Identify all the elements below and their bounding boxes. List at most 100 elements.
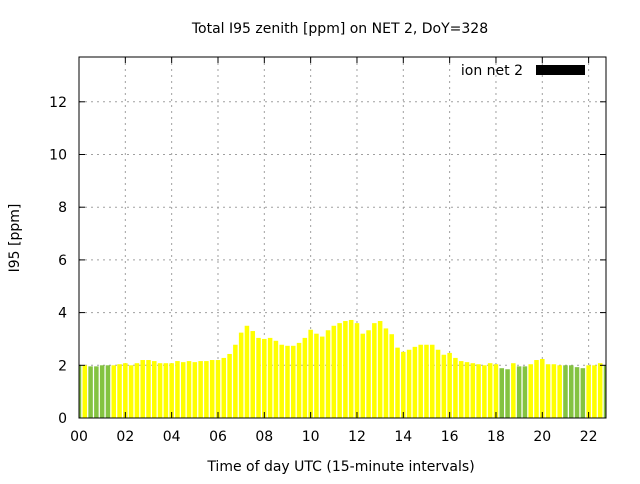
bar xyxy=(464,362,470,418)
bar xyxy=(511,363,516,418)
bar xyxy=(597,363,603,418)
bar xyxy=(505,369,510,418)
x-tick-label: 08 xyxy=(255,429,273,445)
y-tick-label: 8 xyxy=(58,200,67,216)
bar xyxy=(146,360,151,418)
bar xyxy=(233,344,238,418)
legend-label: ion net 2 xyxy=(461,63,523,79)
x-tick-label: 02 xyxy=(116,429,134,445)
bar xyxy=(372,323,377,418)
bar xyxy=(302,337,308,418)
bar xyxy=(563,365,568,418)
bar xyxy=(111,365,117,418)
y-tick-label: 4 xyxy=(58,306,67,322)
x-tick-label: 00 xyxy=(70,429,88,445)
bar xyxy=(250,331,255,418)
bar xyxy=(279,344,284,418)
bar xyxy=(435,349,441,418)
x-tick-label: 18 xyxy=(487,429,505,445)
bar xyxy=(105,365,111,418)
bar xyxy=(79,365,82,418)
bar xyxy=(482,365,487,418)
x-tick-label: 22 xyxy=(580,429,598,445)
bar xyxy=(175,361,180,418)
bar xyxy=(557,365,562,418)
bar xyxy=(319,336,325,418)
bar xyxy=(88,366,93,418)
bar xyxy=(296,342,302,418)
bar xyxy=(441,354,447,418)
bar xyxy=(412,346,418,418)
bar xyxy=(406,349,412,418)
chart-title: Total I95 zenith [ppm] on NET 2, DoY=328 xyxy=(191,21,488,37)
bar xyxy=(534,360,539,418)
bar xyxy=(447,352,452,418)
bar xyxy=(314,333,319,418)
bar xyxy=(157,363,163,418)
bar xyxy=(209,360,215,418)
bars xyxy=(79,319,606,418)
bar xyxy=(256,337,261,418)
bar xyxy=(458,361,464,418)
bar xyxy=(453,357,458,418)
y-tick-label: 2 xyxy=(58,358,67,374)
bar xyxy=(603,365,606,418)
y-tick-label: 6 xyxy=(58,253,67,269)
bar xyxy=(516,366,522,418)
bar xyxy=(291,345,296,418)
bar xyxy=(198,361,203,418)
x-tick-label: 16 xyxy=(441,429,459,445)
bar xyxy=(389,334,394,418)
bar xyxy=(470,363,476,418)
bar xyxy=(551,364,557,418)
bar xyxy=(586,365,591,418)
x-tick-label: 10 xyxy=(302,429,320,445)
bar xyxy=(169,363,174,418)
bar xyxy=(493,364,499,418)
bar xyxy=(499,368,505,418)
bar xyxy=(487,363,493,418)
bar xyxy=(424,344,429,418)
bar xyxy=(574,367,580,418)
y-tick-label: 10 xyxy=(49,147,67,163)
bar xyxy=(267,337,273,418)
bar xyxy=(325,330,331,418)
bar xyxy=(430,344,435,418)
bar xyxy=(540,358,545,418)
bar xyxy=(262,338,267,418)
bar xyxy=(331,325,337,418)
x-tick-label: 04 xyxy=(163,429,181,445)
bar xyxy=(204,361,209,418)
bar xyxy=(360,333,366,418)
bar xyxy=(285,345,290,418)
bar xyxy=(568,365,574,418)
bar xyxy=(348,319,354,418)
bar xyxy=(227,353,232,418)
bar xyxy=(418,344,423,418)
bar xyxy=(343,321,348,418)
bar xyxy=(476,364,481,418)
bar xyxy=(186,361,192,418)
bar xyxy=(377,321,383,418)
x-tick-label: 12 xyxy=(348,429,366,445)
bar xyxy=(395,347,400,418)
bar xyxy=(401,351,406,418)
bar xyxy=(123,363,128,418)
bar xyxy=(522,366,528,418)
bar xyxy=(152,361,157,418)
x-tick-label: 20 xyxy=(533,429,551,445)
bar xyxy=(128,365,134,418)
bar xyxy=(192,362,198,418)
bar xyxy=(308,329,313,418)
bar xyxy=(580,368,586,418)
legend-swatch xyxy=(536,65,585,75)
bar xyxy=(383,328,389,418)
bar xyxy=(140,360,145,418)
bar xyxy=(163,363,169,418)
bar xyxy=(545,364,551,418)
bar xyxy=(94,366,99,418)
bar xyxy=(134,363,140,418)
x-axis-label: Time of day UTC (15-minute intervals) xyxy=(206,459,474,475)
